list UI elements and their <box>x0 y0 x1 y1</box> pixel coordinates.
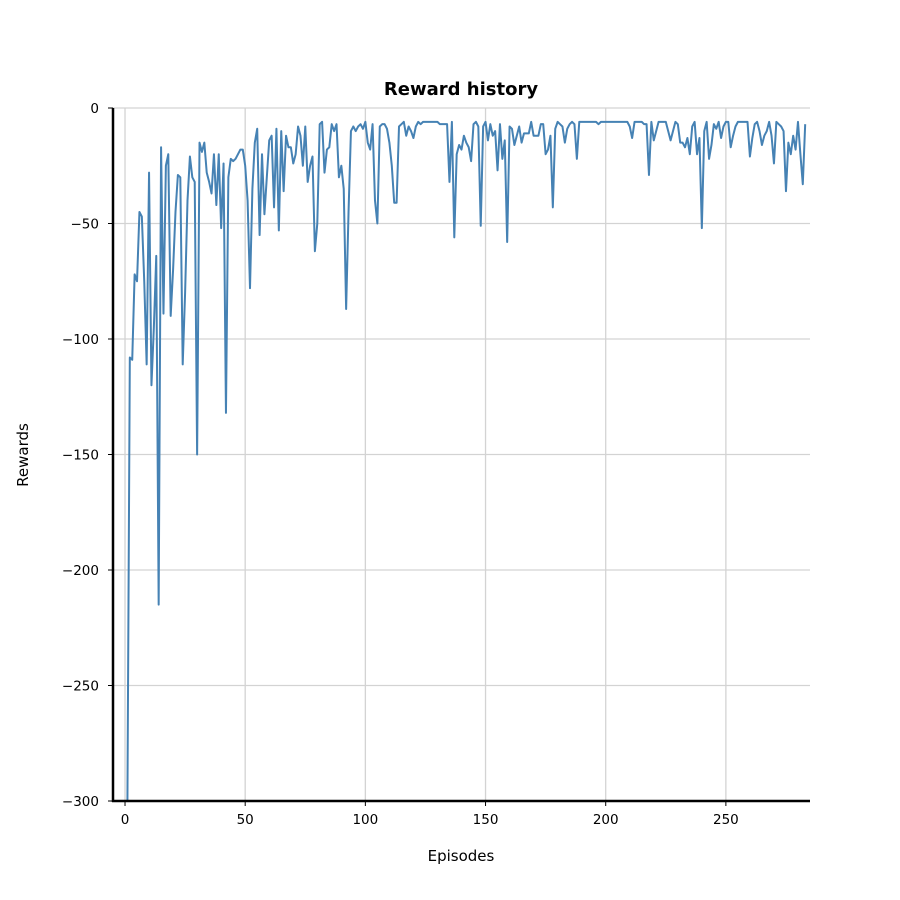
y-tick-label: −300 <box>62 794 99 810</box>
chart-title: Reward history <box>384 79 538 100</box>
x-tick-label: 150 <box>473 812 499 828</box>
y-tick-label: 0 <box>90 101 99 117</box>
x-tick-label: 100 <box>352 812 378 828</box>
x-tick-label: 250 <box>713 812 739 828</box>
series-layer <box>125 120 807 802</box>
y-tick-label: −50 <box>71 217 100 233</box>
y-tick-label: −100 <box>62 332 99 348</box>
y-tick-label: −150 <box>62 448 99 464</box>
tick-labels: 0 50 100 150 200 250 0 −50 −100 −150 −200 −250 −300 <box>62 101 739 828</box>
x-axis-label: Episodes <box>428 847 495 865</box>
x-tick-label: 50 <box>237 812 254 828</box>
series-line <box>125 120 807 802</box>
x-tick-label: 200 <box>593 812 619 828</box>
y-tick-label: −200 <box>62 563 99 579</box>
grid-lines <box>113 107 810 802</box>
y-axis-label: Rewards <box>14 423 32 487</box>
y-tick-label: −250 <box>62 679 99 695</box>
x-tick-label: 0 <box>121 812 130 828</box>
